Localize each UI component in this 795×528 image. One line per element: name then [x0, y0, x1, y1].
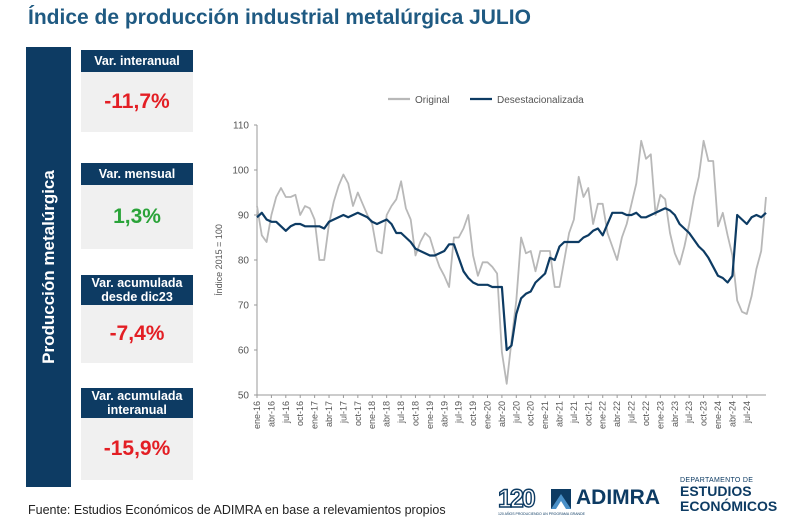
card-label: Var. mensual — [81, 163, 193, 185]
adimra-logo-icon — [551, 489, 571, 509]
x-tick-label: ene-23 — [655, 401, 665, 429]
x-tick-label: ene-22 — [598, 401, 608, 429]
x-tick-label: jul-24 — [742, 401, 752, 424]
legend-label: Desestacionalizada — [497, 95, 584, 106]
x-tick-label: ene-24 — [713, 401, 723, 429]
production-index-chart: 50 60 70 80 90 100 110 Índice 2015 = 100 ene-16 a… — [214, 95, 767, 429]
x-tick-label: abr-18 — [382, 401, 392, 427]
dept-line-3: ECONÓMICOS — [680, 498, 778, 514]
x-tick-label: abr-23 — [670, 401, 680, 427]
source-note: Fuente: Estudios Económicos de ADIMRA en… — [28, 503, 446, 517]
anniversary-number: 120 — [497, 484, 536, 513]
x-tick-label: abr-24 — [727, 401, 737, 427]
card-value: -7,4% — [81, 305, 193, 363]
y-tick-label: 50 — [238, 391, 250, 402]
y-tick-label: 60 — [238, 346, 250, 357]
anniversary-caption: 120 AÑOS PRODUCIENDO UN PROGRAMA GRANDE — [498, 512, 585, 516]
y-tick-label: 80 — [238, 256, 250, 267]
x-tick-label: oct-19 — [468, 401, 478, 426]
page-title: Índice de producción industrial metalúrg… — [28, 6, 531, 29]
x-tick-label: oct-20 — [526, 401, 536, 426]
x-tick-label: abr-16 — [266, 401, 276, 427]
brand-name: ADIMRA — [576, 486, 660, 509]
card-var-interanual: Var. interanual -11,7% — [81, 50, 193, 132]
series-line-desestacionalizada — [256, 207, 767, 352]
x-tick-label: abr-19 — [439, 401, 449, 427]
card-var-acumulada-interanual: Var. acumulada interanual -15,9% — [81, 388, 193, 480]
card-value: -15,9% — [81, 418, 193, 480]
card-label: Var. acumulada interanual — [81, 388, 193, 418]
y-tick-label: 90 — [238, 211, 250, 222]
x-tick-label: jul-20 — [511, 401, 521, 424]
x-tick-label: oct-17 — [353, 401, 363, 426]
x-tick-label: ene-19 — [425, 401, 435, 429]
x-tick-label: abr-17 — [324, 401, 334, 427]
side-banner-label: Producción metalúrgica — [38, 170, 58, 364]
card-var-mensual: Var. mensual 1,3% — [81, 163, 193, 249]
x-tick-label: ene-21 — [540, 401, 550, 429]
card-var-acumulada-dic23: Var. acumulada desde dic23 -7,4% — [81, 275, 193, 363]
dept-line-2: ESTUDIOS — [680, 483, 752, 499]
x-tick-label: ene-17 — [310, 401, 320, 429]
x-tick-label: jul-21 — [569, 401, 579, 424]
x-tick-label: jul-22 — [627, 401, 637, 424]
legend-label: Original — [415, 95, 449, 106]
dept-line-1: DEPARTAMENTO DE — [680, 477, 754, 484]
x-tick-label: ene-20 — [482, 401, 492, 429]
x-tick-label: abr-21 — [555, 401, 565, 427]
card-label: Var. interanual — [81, 50, 193, 72]
x-tick-label: abr-22 — [612, 401, 622, 427]
x-tick-label: jul-16 — [281, 401, 291, 424]
x-tick-label: oct-22 — [641, 401, 651, 426]
card-value: 1,3% — [81, 185, 193, 249]
department-logo: DEPARTAMENTO DE ESTUDIOS ECONÓMICOS — [680, 477, 777, 514]
anniversary-logo: 120 120 AÑOS PRODUCIENDO UN PROGRAMA GRA… — [497, 483, 585, 519]
y-tick-label: 70 — [238, 301, 250, 312]
side-banner: Producción metalúrgica — [26, 47, 71, 487]
card-label: Var. acumulada desde dic23 — [81, 275, 193, 305]
x-tick-label: jul-17 — [338, 401, 348, 424]
x-tick-label: abr-20 — [497, 401, 507, 427]
y-tick-label: 110 — [233, 121, 249, 132]
series-line-original — [256, 139, 767, 385]
x-tick-label: oct-16 — [295, 401, 305, 426]
x-tick-label: jul-23 — [684, 401, 694, 424]
y-axis-title: Índice 2015 = 100 — [214, 224, 224, 296]
x-tick-label: oct-18 — [410, 401, 420, 426]
x-tick-label: ene-16 — [252, 401, 262, 429]
x-tick-label: jul-19 — [454, 401, 464, 424]
card-value: -11,7% — [81, 72, 193, 132]
x-tick-label: ene-18 — [367, 401, 377, 429]
x-tick-label: oct-23 — [699, 401, 709, 426]
x-tick-label: oct-21 — [583, 401, 593, 426]
y-tick-label: 100 — [232, 166, 249, 177]
x-tick-label: jul-18 — [396, 401, 406, 424]
